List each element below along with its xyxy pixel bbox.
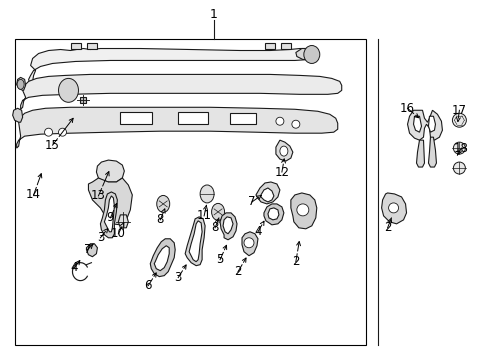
Text: 17: 17 [451, 104, 466, 117]
Text: 2: 2 [291, 255, 299, 268]
Polygon shape [407, 110, 442, 140]
Polygon shape [87, 42, 97, 49]
Polygon shape [275, 140, 292, 161]
Text: 12: 12 [274, 166, 289, 179]
Polygon shape [100, 192, 117, 238]
Polygon shape [416, 140, 424, 167]
Ellipse shape [200, 185, 214, 203]
Text: 2: 2 [383, 221, 390, 234]
Polygon shape [81, 97, 86, 103]
Text: 3: 3 [97, 231, 104, 244]
Text: 15: 15 [45, 139, 60, 152]
Circle shape [452, 162, 465, 174]
Polygon shape [154, 246, 169, 271]
Polygon shape [17, 107, 337, 148]
Ellipse shape [157, 195, 169, 212]
Polygon shape [229, 113, 255, 124]
Text: 16: 16 [399, 102, 414, 115]
Text: 1: 1 [210, 8, 218, 21]
Circle shape [452, 142, 465, 154]
Ellipse shape [17, 80, 24, 89]
Ellipse shape [303, 45, 319, 63]
Polygon shape [264, 42, 274, 49]
Bar [15, 39, 365, 345]
Polygon shape [280, 42, 290, 49]
Circle shape [451, 113, 466, 127]
Text: 5: 5 [216, 253, 224, 266]
Polygon shape [71, 42, 81, 49]
Text: 8: 8 [211, 221, 218, 234]
Polygon shape [261, 188, 273, 202]
Polygon shape [220, 213, 237, 240]
Text: 7: 7 [83, 243, 91, 256]
Polygon shape [150, 239, 175, 276]
Polygon shape [381, 193, 406, 224]
Text: 6: 6 [144, 279, 152, 292]
Text: 7: 7 [248, 195, 255, 208]
Polygon shape [264, 204, 284, 225]
Polygon shape [88, 178, 132, 225]
Text: 4: 4 [254, 225, 261, 238]
Text: 4: 4 [71, 261, 78, 274]
Polygon shape [17, 77, 25, 90]
Text: 10: 10 [111, 227, 125, 240]
Text: 9: 9 [106, 211, 114, 224]
Polygon shape [255, 182, 279, 204]
Ellipse shape [279, 146, 287, 156]
Polygon shape [185, 217, 204, 266]
Circle shape [59, 128, 66, 136]
Circle shape [244, 238, 253, 248]
Text: 18: 18 [453, 141, 468, 155]
Text: 3: 3 [174, 271, 182, 284]
Text: 11: 11 [196, 210, 211, 222]
Polygon shape [223, 217, 233, 234]
Polygon shape [13, 108, 22, 122]
Ellipse shape [211, 203, 224, 220]
Polygon shape [118, 215, 128, 228]
Ellipse shape [59, 78, 78, 102]
Circle shape [44, 128, 52, 136]
Polygon shape [290, 193, 316, 229]
Polygon shape [267, 208, 278, 220]
Text: 14: 14 [26, 188, 41, 202]
Polygon shape [20, 75, 341, 109]
Circle shape [275, 117, 284, 125]
Circle shape [296, 204, 308, 216]
Text: 2: 2 [234, 265, 241, 278]
Polygon shape [242, 232, 258, 256]
Polygon shape [189, 221, 202, 262]
Polygon shape [427, 116, 435, 132]
Circle shape [388, 203, 398, 213]
Polygon shape [427, 137, 436, 167]
Text: 13: 13 [91, 189, 105, 202]
Polygon shape [120, 112, 152, 124]
Polygon shape [295, 49, 315, 59]
Polygon shape [29, 49, 315, 84]
Text: 8: 8 [156, 213, 163, 226]
Circle shape [291, 120, 299, 128]
Polygon shape [104, 196, 114, 232]
Polygon shape [413, 116, 421, 132]
Polygon shape [86, 244, 97, 257]
Polygon shape [178, 112, 208, 124]
Polygon shape [96, 160, 124, 182]
